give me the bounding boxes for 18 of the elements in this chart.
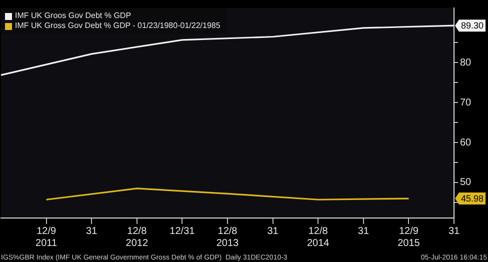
text: 45.98 (461, 194, 484, 204)
legend-label: IMF UK Groos Gov Debt % GDP (15, 11, 132, 20)
x-tick-label: 31 (448, 226, 460, 237)
y-tick-label: 80 (460, 57, 472, 68)
legend-label: IMF UK Gross Gov Debt % GDP - 01/23/1980-01/22/1985 (15, 21, 221, 30)
x-tick-label: 12/8 2013 (216, 226, 240, 249)
y-tick-label: 70 (460, 97, 472, 108)
x-tick-label: 12/8 2012 (126, 226, 148, 249)
y-tick-label: 50 (460, 177, 472, 188)
x-tick-label: 12/9 2015 (398, 226, 420, 249)
text: 89.30 (461, 20, 484, 31)
x-tick-label: 12/9 2011 (36, 226, 58, 249)
x-tick-label: 31 (267, 226, 279, 237)
x-tick-label: 31 (358, 226, 370, 237)
x-tick-label: 31 (86, 226, 98, 237)
x-tick-label: 12/31 (170, 226, 196, 237)
x-tick-label: 12/8 2014 (306, 226, 330, 249)
y-tick-label: 60 (460, 137, 472, 148)
